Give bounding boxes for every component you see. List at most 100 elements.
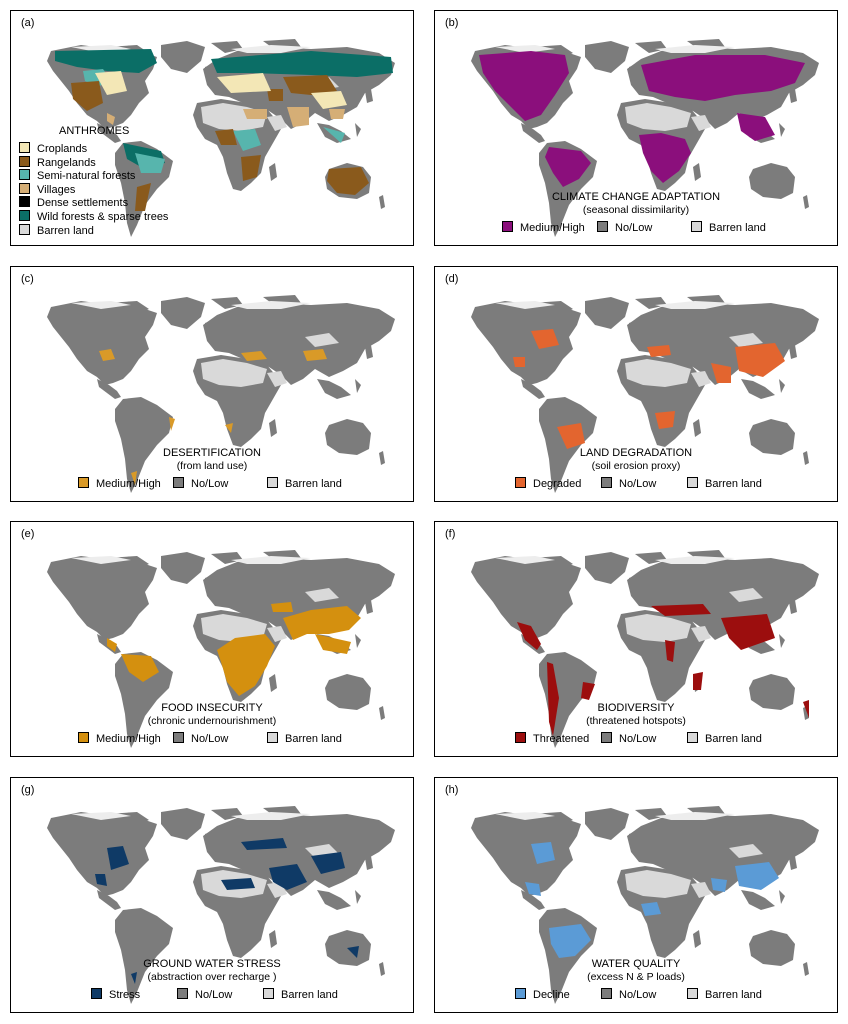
highlight-region: [693, 672, 703, 690]
highlight-region: [269, 864, 307, 890]
legend-label: No/Low: [195, 989, 233, 1001]
barren-arctic: [71, 812, 311, 820]
legend-item-semi-natural-forests: Semi-natural forests: [19, 169, 168, 183]
legend-label: Barren land: [705, 733, 762, 745]
panel-label: (d): [445, 273, 459, 285]
legend-swatch: [267, 477, 278, 488]
legend-swatch: [502, 221, 513, 232]
highlight-region: [131, 471, 137, 485]
land-north_america: [471, 812, 581, 896]
land-australia: [325, 419, 371, 455]
legend-swatch: [601, 477, 612, 488]
legend-swatch: [19, 223, 30, 235]
legend-label: No/Low: [619, 989, 657, 1001]
highlight-region: [735, 343, 785, 377]
land-north_america: [47, 556, 157, 640]
anthrome-region: [329, 109, 345, 119]
anthrome-region: [211, 51, 393, 77]
barren-arabia: [267, 371, 287, 387]
legend-item-stress: Stress: [91, 988, 140, 1001]
anthrome-region: [55, 49, 157, 73]
map-subtitle: (seasonal dissimilarity): [582, 204, 690, 216]
legend-swatch: [687, 477, 698, 488]
legend-item-barren-land: Barren land: [691, 221, 766, 234]
legend-label: No/Low: [191, 478, 229, 490]
legend-swatch: [19, 169, 30, 181]
legend-item-barren-land: Barren land: [267, 732, 342, 745]
legend-item-dense-settlements: Dense settlements: [19, 196, 168, 210]
legend-item-barren-land: Barren land: [687, 732, 762, 745]
panel-label: (c): [21, 273, 34, 285]
land-central_america: [97, 379, 121, 399]
land-madagascar: [269, 163, 277, 181]
world-map-biodiversity: [471, 550, 819, 748]
barren-sahara: [201, 359, 267, 387]
legend-swatch: [19, 196, 30, 208]
map-title: CLIMATE CHANGE ADAPTATION: [551, 191, 721, 203]
legend-label: Degraded: [533, 478, 582, 490]
legend-label: Croplands: [37, 143, 88, 155]
land-madagascar: [693, 930, 701, 948]
map-subtitle: (chronic undernourishment): [147, 715, 277, 727]
legend-swatch: [19, 155, 30, 167]
barren-gobi: [305, 588, 339, 602]
legend-label: Threatened: [533, 733, 590, 745]
anthrome-region: [311, 91, 347, 109]
highlight-region: [303, 349, 327, 361]
panel-desertification: (c) DESERTIFICATION (from land use) Medi…: [10, 266, 414, 502]
barren-arctic: [495, 812, 735, 820]
anthrome-region: [107, 113, 115, 125]
legend-item-medium-high: Medium/High: [78, 732, 161, 745]
land-eurasia: [203, 814, 395, 896]
highlight-region: [639, 133, 691, 183]
land-seasia: [741, 890, 785, 910]
world-map-food-insecurity: [47, 550, 395, 748]
barren-arctic: [495, 45, 735, 53]
barren-arabia: [267, 626, 287, 642]
land-nz: [803, 195, 809, 209]
barren-gobi: [305, 333, 339, 347]
map-subtitle: (threatened hotspots): [586, 715, 686, 727]
highlight-region: [647, 345, 671, 357]
legend-swatch: [601, 732, 612, 743]
land-madagascar: [269, 419, 277, 437]
panel-label: (h): [445, 784, 459, 796]
land-japan: [789, 345, 797, 359]
map-title: BIODIVERSITY: [597, 702, 675, 714]
highlight-region: [479, 51, 569, 121]
highlight-region: [737, 113, 775, 141]
map-title: WATER QUALITY: [591, 958, 681, 970]
panel-land-degradation: (d) LAND DEGRADATION (soil erosion proxy…: [434, 266, 838, 502]
land-greenland: [161, 808, 205, 840]
land-south_america: [115, 652, 173, 748]
land-eurasia: [203, 303, 395, 385]
barren-arabia: [691, 882, 711, 898]
legend-item-no-low: No/Low: [601, 732, 656, 745]
map-title: GROUND WATER STRESS: [143, 958, 281, 970]
land-madagascar: [693, 419, 701, 437]
legend-label: No/Low: [619, 478, 657, 490]
legend-label: Stress: [109, 989, 141, 1001]
land-japan: [789, 89, 797, 103]
legend-label: No/Low: [619, 733, 657, 745]
barren-sahara: [201, 614, 267, 642]
legend-item-no-low: No/Low: [177, 988, 232, 1001]
highlight-region: [721, 614, 775, 650]
highlight-region: [531, 329, 559, 349]
land-greenland: [585, 808, 629, 840]
land-japan: [789, 600, 797, 614]
land-greenland: [585, 297, 629, 329]
barren-arctic: [71, 556, 311, 564]
highlight-region: [665, 640, 675, 662]
land-uk: [205, 321, 213, 333]
highlight-region: [641, 55, 805, 101]
land-north_america: [47, 812, 157, 896]
legend-item-wild-forests: Wild forests & sparse trees: [19, 209, 168, 224]
legend-swatch: [78, 732, 89, 743]
anthrome-region: [243, 109, 267, 119]
barren-arctic: [495, 556, 735, 564]
legend-label: Rangelands: [37, 156, 96, 169]
legend-item-barren-land: Barren land: [19, 223, 168, 238]
world-map-ground-water-stress: [47, 806, 395, 1004]
land-south_america: [115, 908, 173, 1004]
